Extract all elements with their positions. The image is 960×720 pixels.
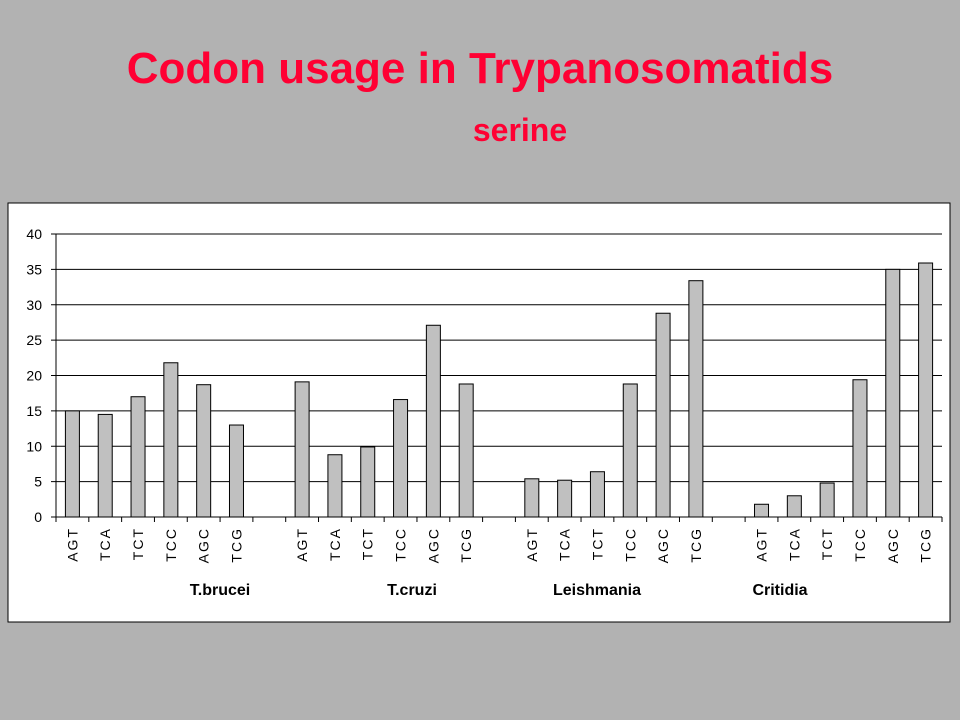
y-tick-label: 35	[26, 261, 42, 277]
bar	[360, 446, 376, 518]
bar	[622, 383, 638, 518]
x-tick-label: AGC	[885, 527, 901, 563]
x-tick-label: AGC	[196, 527, 212, 563]
chart-area	[7, 202, 951, 623]
group-label: Leishmania	[553, 582, 641, 599]
x-tick-label: TCG	[918, 527, 934, 563]
bar	[754, 503, 770, 518]
x-tick-label: TCT	[130, 527, 146, 560]
y-tick-label: 25	[26, 332, 42, 348]
x-tick-label: TCG	[688, 527, 704, 563]
y-tick-label: 5	[34, 474, 42, 490]
x-tick-label: TCG	[458, 527, 474, 563]
x-tick-label: AGT	[754, 527, 770, 562]
y-tick-label: 40	[26, 226, 42, 242]
y-tick-label: 0	[34, 509, 42, 525]
x-tick-label: AGT	[294, 527, 310, 562]
x-tick-label: TCG	[228, 527, 244, 563]
x-tick-label: TCA	[557, 527, 573, 561]
bar	[196, 384, 212, 518]
y-tick-label: 10	[26, 438, 42, 454]
x-tick-label: AGC	[655, 527, 671, 563]
group-label: T.brucei	[190, 582, 250, 599]
x-tick-label: TCC	[163, 527, 179, 562]
bar	[327, 454, 343, 518]
title: Codon usage in Trypanosomatids	[126, 44, 834, 93]
x-tick-label: TCT	[360, 527, 376, 560]
bar	[589, 471, 605, 518]
bar	[688, 280, 704, 518]
bar	[786, 495, 802, 518]
x-tick-label: AGC	[425, 527, 441, 563]
y-tick-label: 15	[26, 403, 42, 419]
bar	[130, 396, 146, 518]
x-tick-label: TCA	[97, 527, 113, 561]
y-tick-label: 20	[26, 368, 42, 384]
x-tick-label: TCT	[589, 527, 605, 560]
x-tick-label: TCA	[786, 527, 802, 561]
bar	[819, 482, 835, 518]
bar	[885, 268, 901, 518]
bar	[425, 324, 441, 518]
bar	[918, 262, 934, 518]
bar	[852, 379, 868, 518]
bar	[97, 413, 113, 518]
bar	[64, 410, 80, 518]
y-tick-label: 30	[26, 297, 42, 313]
bar	[655, 312, 671, 518]
x-tick-label: TCT	[819, 527, 835, 560]
subtitle: serine	[472, 112, 568, 148]
x-tick-label: AGT	[524, 527, 540, 562]
bar	[524, 478, 540, 518]
x-tick-label: TCC	[393, 527, 409, 562]
group-label: Critidia	[752, 582, 807, 599]
bar	[294, 381, 310, 518]
group-label: T.cruzi	[387, 582, 437, 599]
x-tick-label: TCA	[327, 527, 343, 561]
x-tick-label: TCC	[852, 527, 868, 562]
x-tick-label: TCC	[622, 527, 638, 562]
bar	[228, 424, 244, 518]
bar	[557, 479, 573, 518]
bar	[163, 362, 179, 518]
bar	[458, 383, 474, 518]
bar	[393, 399, 409, 518]
x-tick-label: AGT	[64, 527, 80, 562]
